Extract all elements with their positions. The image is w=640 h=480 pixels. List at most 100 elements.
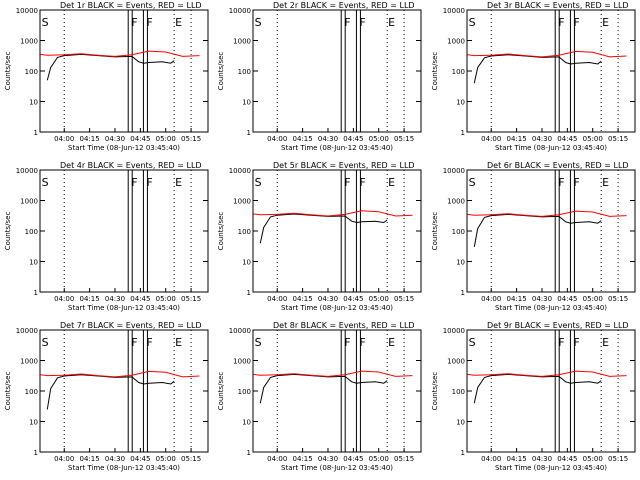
marker-label: F xyxy=(131,336,137,349)
x-tick-label: 04:45 xyxy=(343,295,363,303)
y-tick-label: 1 xyxy=(461,449,465,457)
marker-label: F xyxy=(558,176,564,189)
x-tick-label: 04:30 xyxy=(532,455,552,463)
y-tick-label: 10000 xyxy=(16,7,38,15)
y-tick-label: 100 xyxy=(25,68,38,76)
y-axis-label: Counts/sec xyxy=(431,212,439,251)
plot-frame xyxy=(252,9,422,133)
chart-panel-3: Det 3r BLACK = Events, RED = LLD 04:00 04:… xyxy=(431,1,636,152)
x-tick-label: 05:15 xyxy=(181,295,201,303)
x-tick-label: 04:00 xyxy=(267,295,287,303)
marker-label: F xyxy=(146,176,152,189)
x-tick-label: 05:15 xyxy=(181,135,201,143)
chart-title: Det 9r BLACK = Events, RED = LLD xyxy=(487,321,629,330)
chart-panel-7: Det 7r BLACK = Events, RED = LLD 04:00 04:… xyxy=(4,321,209,472)
y-axis-label: Counts/sec xyxy=(217,372,225,411)
y-tick-label: 10 xyxy=(242,259,251,267)
marker-label: F xyxy=(344,336,350,349)
plot-frame xyxy=(39,329,209,453)
chart-title: Det 4r BLACK = Events, RED = LLD xyxy=(60,161,202,170)
x-axis-label: Start Time (08-Jun-12 03:45:40) xyxy=(68,144,180,152)
y-tick-label: 100 xyxy=(238,228,251,236)
x-tick-label: 04:30 xyxy=(318,295,338,303)
chart-title: Det 1r BLACK = Events, RED = LLD xyxy=(60,1,202,10)
y-tick-label: 1 xyxy=(34,449,38,457)
x-tick-label: 04:00 xyxy=(267,455,287,463)
y-tick-label: 1000 xyxy=(447,38,465,46)
marker-label: S xyxy=(469,16,476,29)
x-tick-label: 04:00 xyxy=(481,295,501,303)
x-axis-label: Start Time (08-Jun-12 03:45:40) xyxy=(495,144,607,152)
plot-frame xyxy=(39,169,209,293)
x-tick-label: 04:45 xyxy=(130,295,150,303)
chart-title: Det 6r BLACK = Events, RED = LLD xyxy=(487,161,629,170)
marker-label: E xyxy=(602,336,609,349)
x-tick-label: 04:45 xyxy=(343,135,363,143)
marker-label: S xyxy=(469,176,476,189)
x-tick-label: 04:00 xyxy=(481,135,501,143)
lld-series-line xyxy=(40,50,200,57)
lld-series-line xyxy=(467,210,627,217)
marker-label: E xyxy=(602,16,609,29)
x-tick-label: 04:30 xyxy=(318,455,338,463)
marker-label: F xyxy=(359,336,365,349)
y-axis-label: Counts/sec xyxy=(4,372,12,411)
y-axis-label: Counts/sec xyxy=(217,52,225,91)
x-tick-label: 05:00 xyxy=(369,135,389,143)
x-tick-label: 04:45 xyxy=(557,455,577,463)
marker-label: S xyxy=(255,16,262,29)
y-axis-label: Counts/sec xyxy=(217,212,225,251)
plot-frame xyxy=(466,169,636,293)
y-tick-label: 10 xyxy=(242,419,251,427)
marker-label: F xyxy=(359,16,365,29)
lld-series-line xyxy=(40,370,200,378)
y-tick-label: 100 xyxy=(25,388,38,396)
y-tick-label: 1000 xyxy=(20,38,38,46)
lld-series-line xyxy=(253,370,413,377)
marker-label: F xyxy=(558,16,564,29)
x-tick-label: 05:00 xyxy=(369,295,389,303)
marker-label: E xyxy=(175,176,182,189)
x-tick-label: 04:30 xyxy=(105,135,125,143)
events-series-line xyxy=(473,54,602,84)
marker-label: F xyxy=(131,16,137,29)
y-tick-label: 100 xyxy=(238,388,251,396)
x-tick-label: 04:15 xyxy=(507,455,527,463)
y-tick-label: 1000 xyxy=(20,198,38,206)
x-axis-label: Start Time (08-Jun-12 03:45:40) xyxy=(281,304,393,312)
y-tick-label: 1 xyxy=(247,129,251,137)
x-tick-label: 04:15 xyxy=(507,135,527,143)
y-tick-label: 1 xyxy=(461,289,465,297)
y-tick-label: 10 xyxy=(456,259,465,267)
x-tick-label: 04:45 xyxy=(130,135,150,143)
plot-frame xyxy=(252,329,422,453)
chart-title: Det 7r BLACK = Events, RED = LLD xyxy=(60,321,202,330)
x-tick-label: 04:30 xyxy=(105,455,125,463)
y-tick-label: 10000 xyxy=(16,167,38,175)
y-tick-label: 10000 xyxy=(443,327,465,335)
x-tick-label: 05:15 xyxy=(608,135,628,143)
x-tick-label: 04:30 xyxy=(532,295,552,303)
x-axis-label: Start Time (08-Jun-12 03:45:40) xyxy=(68,304,180,312)
plot-frame xyxy=(466,9,636,133)
x-tick-label: 05:15 xyxy=(608,455,628,463)
marker-label: S xyxy=(469,336,476,349)
x-tick-label: 04:45 xyxy=(557,135,577,143)
x-tick-label: 04:15 xyxy=(80,135,100,143)
marker-label: E xyxy=(388,336,395,349)
plot-frame xyxy=(466,329,636,453)
events-series-line xyxy=(46,374,175,410)
events-series-line xyxy=(473,213,602,247)
chart-title: Det 3r BLACK = Events, RED = LLD xyxy=(487,1,629,10)
x-tick-label: 04:15 xyxy=(293,455,313,463)
marker-label: E xyxy=(175,336,182,349)
y-tick-label: 1000 xyxy=(20,358,38,366)
y-tick-label: 1 xyxy=(247,289,251,297)
marker-label: S xyxy=(42,16,49,29)
y-tick-label: 1 xyxy=(34,129,38,137)
x-tick-label: 05:00 xyxy=(583,455,603,463)
marker-label: E xyxy=(602,176,609,189)
chart-panel-9: Det 9r BLACK = Events, RED = LLD 04:00 04:… xyxy=(431,321,636,472)
marker-label: F xyxy=(573,336,579,349)
marker-label: F xyxy=(573,176,579,189)
